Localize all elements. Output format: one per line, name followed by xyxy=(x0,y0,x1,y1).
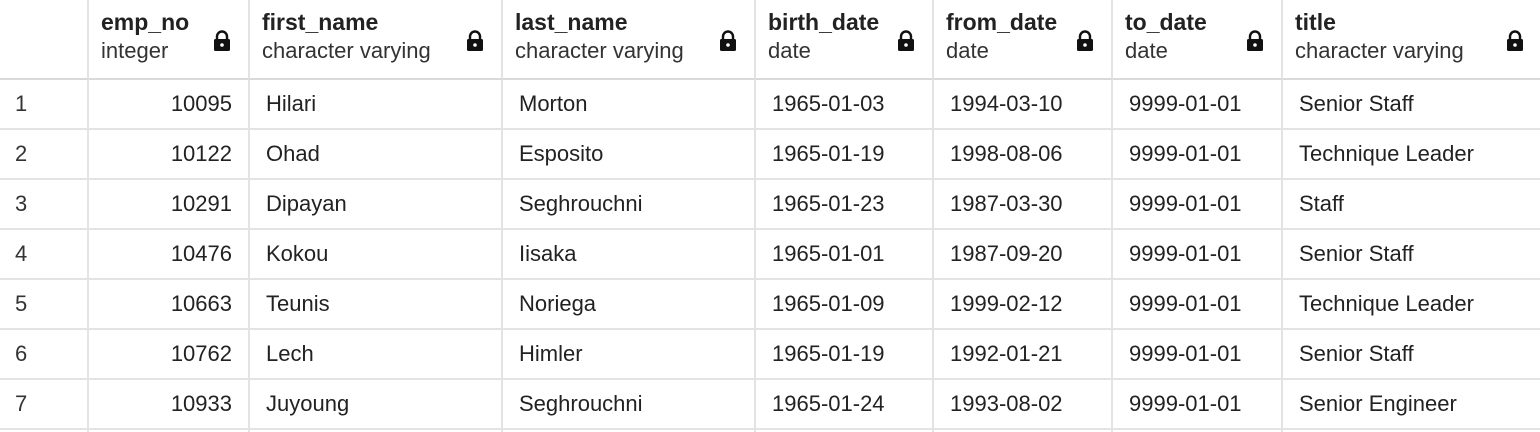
column-header-to-date[interactable]: to_date date xyxy=(1113,0,1283,80)
row-number-header[interactable] xyxy=(0,0,89,80)
cell-from-date[interactable]: 1992-01-21 xyxy=(934,330,1113,380)
cell-birth-date[interactable]: 1965-01-19 xyxy=(756,130,934,180)
cell-last-name[interactable]: Seghrouchni xyxy=(503,180,756,230)
cell-emp-no[interactable]: 10663 xyxy=(89,280,250,330)
cell-title[interactable]: Technique Leader xyxy=(1283,130,1540,180)
cell-first-name[interactable]: Lech xyxy=(250,330,503,380)
cell-to-date[interactable]: 9999-01-01 xyxy=(1113,230,1283,280)
cell-emp-no[interactable]: 10476 xyxy=(89,230,250,280)
cell-to-date[interactable]: 9999-01-01 xyxy=(1113,80,1283,130)
cell-first-name[interactable]: Juyoung xyxy=(250,380,503,430)
column-type: character varying xyxy=(515,38,684,63)
column-name: last_name xyxy=(515,9,628,35)
cell-birth-date[interactable]: 1965-01-09 xyxy=(756,280,934,330)
cell-first-name[interactable]: Dipayan xyxy=(250,180,503,230)
column-header-last-name[interactable]: last_name character varying xyxy=(503,0,756,80)
lock-icon xyxy=(898,30,914,51)
cell-title[interactable]: Senior Staff xyxy=(1283,80,1540,130)
column-header-birth-date[interactable]: birth_date date xyxy=(756,0,934,80)
column-type: integer xyxy=(101,38,169,63)
lock-icon xyxy=(214,30,230,51)
cell-first-name[interactable]: Kokou xyxy=(250,230,503,280)
cell-birth-date[interactable]: 1965-01-01 xyxy=(756,230,934,280)
column-type: character varying xyxy=(1295,38,1464,63)
row-number[interactable]: 5 xyxy=(0,280,89,330)
column-header-first-name[interactable]: first_name character varying xyxy=(250,0,503,80)
grid-filler xyxy=(89,430,250,432)
cell-from-date[interactable]: 1993-08-02 xyxy=(934,380,1113,430)
cell-last-name[interactable]: Esposito xyxy=(503,130,756,180)
row-number[interactable]: 4 xyxy=(0,230,89,280)
lock-icon xyxy=(1077,30,1093,51)
column-type: character varying xyxy=(262,38,431,63)
cell-emp-no[interactable]: 10933 xyxy=(89,380,250,430)
row-number[interactable]: 3 xyxy=(0,180,89,230)
cell-emp-no[interactable]: 10095 xyxy=(89,80,250,130)
column-type: date xyxy=(768,38,811,63)
cell-first-name[interactable]: Hilari xyxy=(250,80,503,130)
column-name: to_date xyxy=(1125,9,1207,35)
grid-filler xyxy=(934,430,1113,432)
row-number[interactable]: 6 xyxy=(0,330,89,380)
cell-birth-date[interactable]: 1965-01-23 xyxy=(756,180,934,230)
column-name: first_name xyxy=(262,9,379,35)
row-number[interactable]: 1 xyxy=(0,80,89,130)
column-name: emp_no xyxy=(101,9,190,35)
row-number[interactable]: 7 xyxy=(0,380,89,430)
column-name: title xyxy=(1295,9,1336,35)
cell-title[interactable]: Senior Staff xyxy=(1283,230,1540,280)
lock-icon xyxy=(720,30,736,51)
cell-title[interactable]: Technique Leader xyxy=(1283,280,1540,330)
cell-to-date[interactable]: 9999-01-01 xyxy=(1113,130,1283,180)
cell-last-name[interactable]: Himler xyxy=(503,330,756,380)
cell-from-date[interactable]: 1994-03-10 xyxy=(934,80,1113,130)
cell-birth-date[interactable]: 1965-01-19 xyxy=(756,330,934,380)
cell-to-date[interactable]: 9999-01-01 xyxy=(1113,280,1283,330)
grid-filler xyxy=(756,430,934,432)
cell-emp-no[interactable]: 10291 xyxy=(89,180,250,230)
cell-title[interactable]: Senior Staff xyxy=(1283,330,1540,380)
cell-emp-no[interactable]: 10762 xyxy=(89,330,250,380)
column-type: date xyxy=(1125,38,1168,63)
cell-last-name[interactable]: Noriega xyxy=(503,280,756,330)
cell-title[interactable]: Staff xyxy=(1283,180,1540,230)
cell-birth-date[interactable]: 1965-01-03 xyxy=(756,80,934,130)
row-number[interactable]: 2 xyxy=(0,130,89,180)
grid-filler xyxy=(1113,430,1283,432)
grid-filler xyxy=(250,430,503,432)
cell-from-date[interactable]: 1998-08-06 xyxy=(934,130,1113,180)
lock-icon xyxy=(1507,30,1523,51)
column-header-from-date[interactable]: from_date date xyxy=(934,0,1113,80)
cell-to-date[interactable]: 9999-01-01 xyxy=(1113,180,1283,230)
cell-from-date[interactable]: 1987-09-20 xyxy=(934,230,1113,280)
column-name: birth_date xyxy=(768,9,880,35)
grid-filler xyxy=(0,430,89,432)
column-name: from_date xyxy=(946,9,1058,35)
column-header-emp-no[interactable]: emp_no integer xyxy=(89,0,250,80)
cell-to-date[interactable]: 9999-01-01 xyxy=(1113,380,1283,430)
lock-icon xyxy=(467,30,483,51)
cell-from-date[interactable]: 1987-03-30 xyxy=(934,180,1113,230)
column-header-title[interactable]: title character varying xyxy=(1283,0,1540,80)
cell-last-name[interactable]: Morton xyxy=(503,80,756,130)
cell-title[interactable]: Senior Engineer xyxy=(1283,380,1540,430)
cell-from-date[interactable]: 1999-02-12 xyxy=(934,280,1113,330)
grid-filler xyxy=(503,430,756,432)
cell-first-name[interactable]: Ohad xyxy=(250,130,503,180)
cell-to-date[interactable]: 9999-01-01 xyxy=(1113,330,1283,380)
cell-first-name[interactable]: Teunis xyxy=(250,280,503,330)
cell-birth-date[interactable]: 1965-01-24 xyxy=(756,380,934,430)
cell-last-name[interactable]: Iisaka xyxy=(503,230,756,280)
lock-icon xyxy=(1247,30,1263,51)
cell-emp-no[interactable]: 10122 xyxy=(89,130,250,180)
cell-last-name[interactable]: Seghrouchni xyxy=(503,380,756,430)
column-type: date xyxy=(946,38,989,63)
